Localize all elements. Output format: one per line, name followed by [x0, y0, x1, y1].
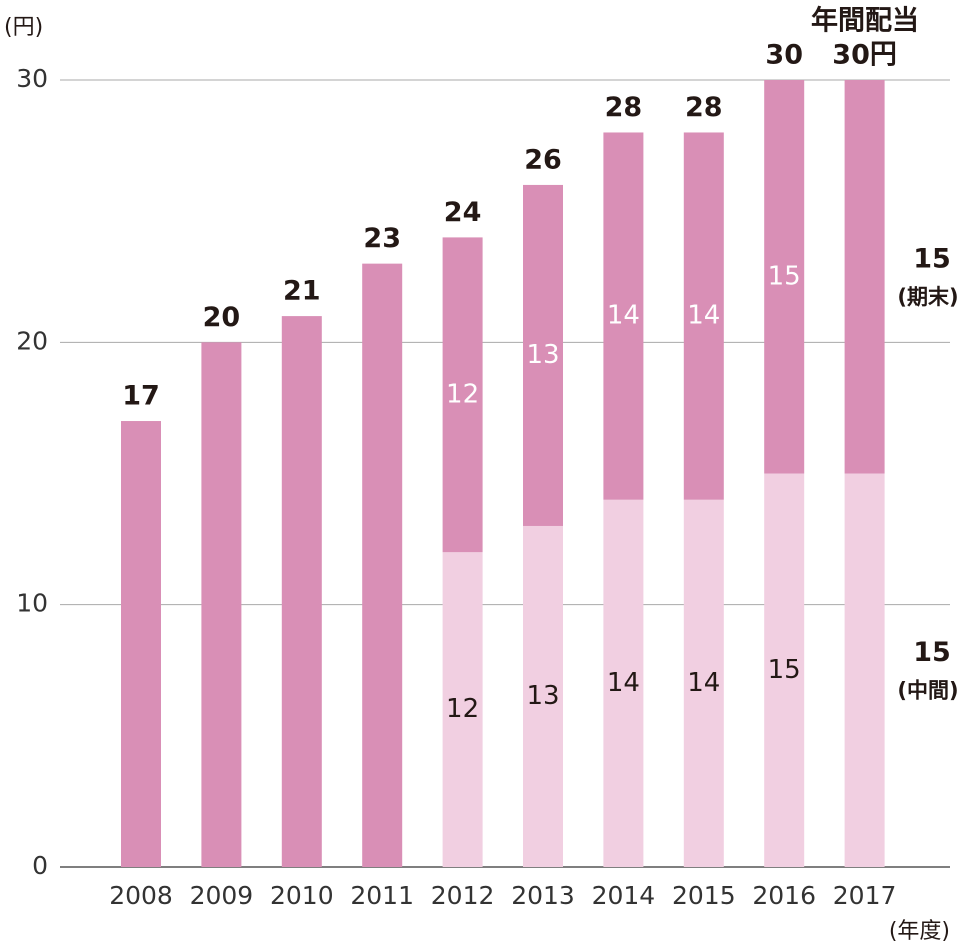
segment-label: 15 — [768, 655, 801, 685]
bar-segment — [603, 132, 644, 500]
segment-label: 14 — [607, 668, 640, 698]
y-tick-label: 10 — [16, 589, 48, 618]
side-value: 15 — [913, 243, 951, 274]
total-label: 23 — [363, 223, 401, 254]
bar-segment — [523, 525, 563, 867]
total-label: 24 — [444, 197, 482, 228]
y-tick-label: 20 — [16, 326, 48, 355]
segment-label: 13 — [526, 340, 559, 370]
side-name: (期末) — [897, 285, 958, 309]
bar-segment — [281, 316, 322, 868]
bar-segment — [201, 342, 242, 867]
bar-segment — [764, 473, 805, 867]
y-unit: (円) — [4, 15, 43, 40]
bar-segment — [442, 552, 483, 867]
segment-label: 12 — [446, 694, 479, 724]
total-label: 30円 — [832, 40, 897, 71]
bar-segment — [442, 237, 483, 553]
segment-label: 13 — [526, 681, 559, 711]
x-tick-label: 2012 — [431, 881, 495, 910]
total-label: 28 — [605, 92, 643, 123]
x-tick-label: 2014 — [592, 881, 656, 910]
total-label: 20 — [203, 302, 241, 333]
x-unit: (年度) — [889, 919, 950, 944]
segment-label: 12 — [446, 379, 479, 409]
total-label: 30 — [765, 40, 803, 71]
side-name: (中間) — [897, 678, 958, 702]
x-tick-label: 2010 — [270, 881, 334, 910]
bar-segment — [121, 421, 161, 867]
segment-label: 14 — [687, 301, 720, 331]
x-tick-label: 2015 — [672, 881, 736, 910]
bar-segment — [523, 184, 563, 526]
bar-segment — [844, 80, 885, 474]
x-tick-label: 2013 — [511, 881, 575, 910]
bar-segment — [764, 80, 805, 474]
total-label: 26 — [524, 144, 562, 175]
total-label: 17 — [122, 381, 160, 412]
annotation: 年間配当 — [811, 5, 919, 37]
bar-segment — [683, 132, 724, 500]
x-tick-label: 2017 — [833, 881, 897, 910]
x-tick-label: 2016 — [752, 881, 816, 910]
segment-label: 15 — [768, 261, 801, 291]
segment-label: 14 — [607, 301, 640, 331]
x-tick-label: 2011 — [350, 881, 414, 910]
bar-segment — [844, 473, 885, 867]
bar-segment — [683, 499, 724, 867]
total-label: 21 — [283, 276, 321, 307]
bar-segment — [603, 499, 644, 867]
total-label: 28 — [685, 92, 723, 123]
y-tick-label: 0 — [32, 851, 48, 880]
x-tick-label: 2008 — [109, 881, 173, 910]
segment-label: 14 — [687, 668, 720, 698]
x-tick-label: 2009 — [190, 881, 254, 910]
bar-segment — [362, 263, 403, 868]
y-tick-label: 30 — [16, 64, 48, 93]
side-value: 15 — [913, 637, 951, 668]
